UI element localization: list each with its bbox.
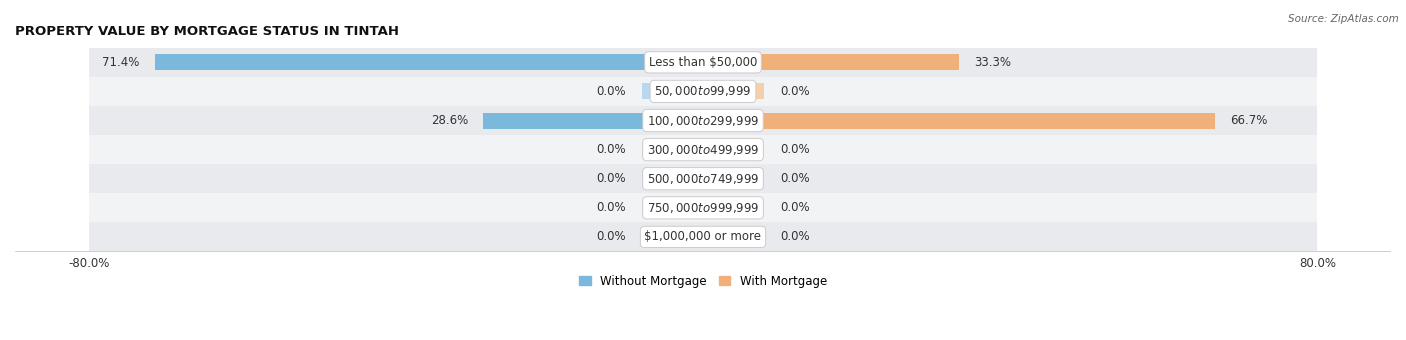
- Bar: [641, 83, 703, 99]
- Bar: [703, 171, 765, 187]
- Text: 0.0%: 0.0%: [596, 231, 626, 243]
- Text: $500,000 to $749,999: $500,000 to $749,999: [647, 172, 759, 186]
- Bar: [89, 164, 1317, 193]
- Text: $1,000,000 or more: $1,000,000 or more: [644, 231, 762, 243]
- Bar: [89, 193, 1317, 222]
- Text: 0.0%: 0.0%: [596, 85, 626, 98]
- Text: $750,000 to $999,999: $750,000 to $999,999: [647, 201, 759, 215]
- Bar: [703, 54, 959, 70]
- Text: 0.0%: 0.0%: [780, 201, 810, 214]
- Bar: [641, 200, 703, 216]
- Bar: [484, 113, 703, 129]
- Text: 0.0%: 0.0%: [596, 172, 626, 185]
- Bar: [89, 222, 1317, 252]
- Text: Less than $50,000: Less than $50,000: [648, 56, 758, 69]
- Text: 71.4%: 71.4%: [103, 56, 139, 69]
- Text: 33.3%: 33.3%: [974, 56, 1011, 69]
- Text: Source: ZipAtlas.com: Source: ZipAtlas.com: [1288, 14, 1399, 23]
- Text: 0.0%: 0.0%: [780, 231, 810, 243]
- Bar: [703, 113, 1215, 129]
- Text: 0.0%: 0.0%: [596, 201, 626, 214]
- Text: 0.0%: 0.0%: [780, 143, 810, 156]
- Text: $50,000 to $99,999: $50,000 to $99,999: [654, 84, 752, 98]
- Bar: [703, 200, 765, 216]
- Text: 0.0%: 0.0%: [780, 85, 810, 98]
- Text: 66.7%: 66.7%: [1230, 114, 1268, 127]
- Text: 0.0%: 0.0%: [780, 172, 810, 185]
- Bar: [641, 141, 703, 158]
- Bar: [703, 141, 765, 158]
- Text: $100,000 to $299,999: $100,000 to $299,999: [647, 114, 759, 128]
- Bar: [641, 229, 703, 245]
- Bar: [155, 54, 703, 70]
- Bar: [703, 83, 765, 99]
- Bar: [89, 106, 1317, 135]
- Bar: [89, 48, 1317, 77]
- Text: 0.0%: 0.0%: [596, 143, 626, 156]
- Bar: [703, 229, 765, 245]
- Bar: [89, 77, 1317, 106]
- Bar: [89, 135, 1317, 164]
- Text: $300,000 to $499,999: $300,000 to $499,999: [647, 142, 759, 157]
- Legend: Without Mortgage, With Mortgage: Without Mortgage, With Mortgage: [574, 270, 832, 292]
- Text: PROPERTY VALUE BY MORTGAGE STATUS IN TINTAH: PROPERTY VALUE BY MORTGAGE STATUS IN TIN…: [15, 25, 399, 38]
- Bar: [641, 171, 703, 187]
- Text: 28.6%: 28.6%: [430, 114, 468, 127]
